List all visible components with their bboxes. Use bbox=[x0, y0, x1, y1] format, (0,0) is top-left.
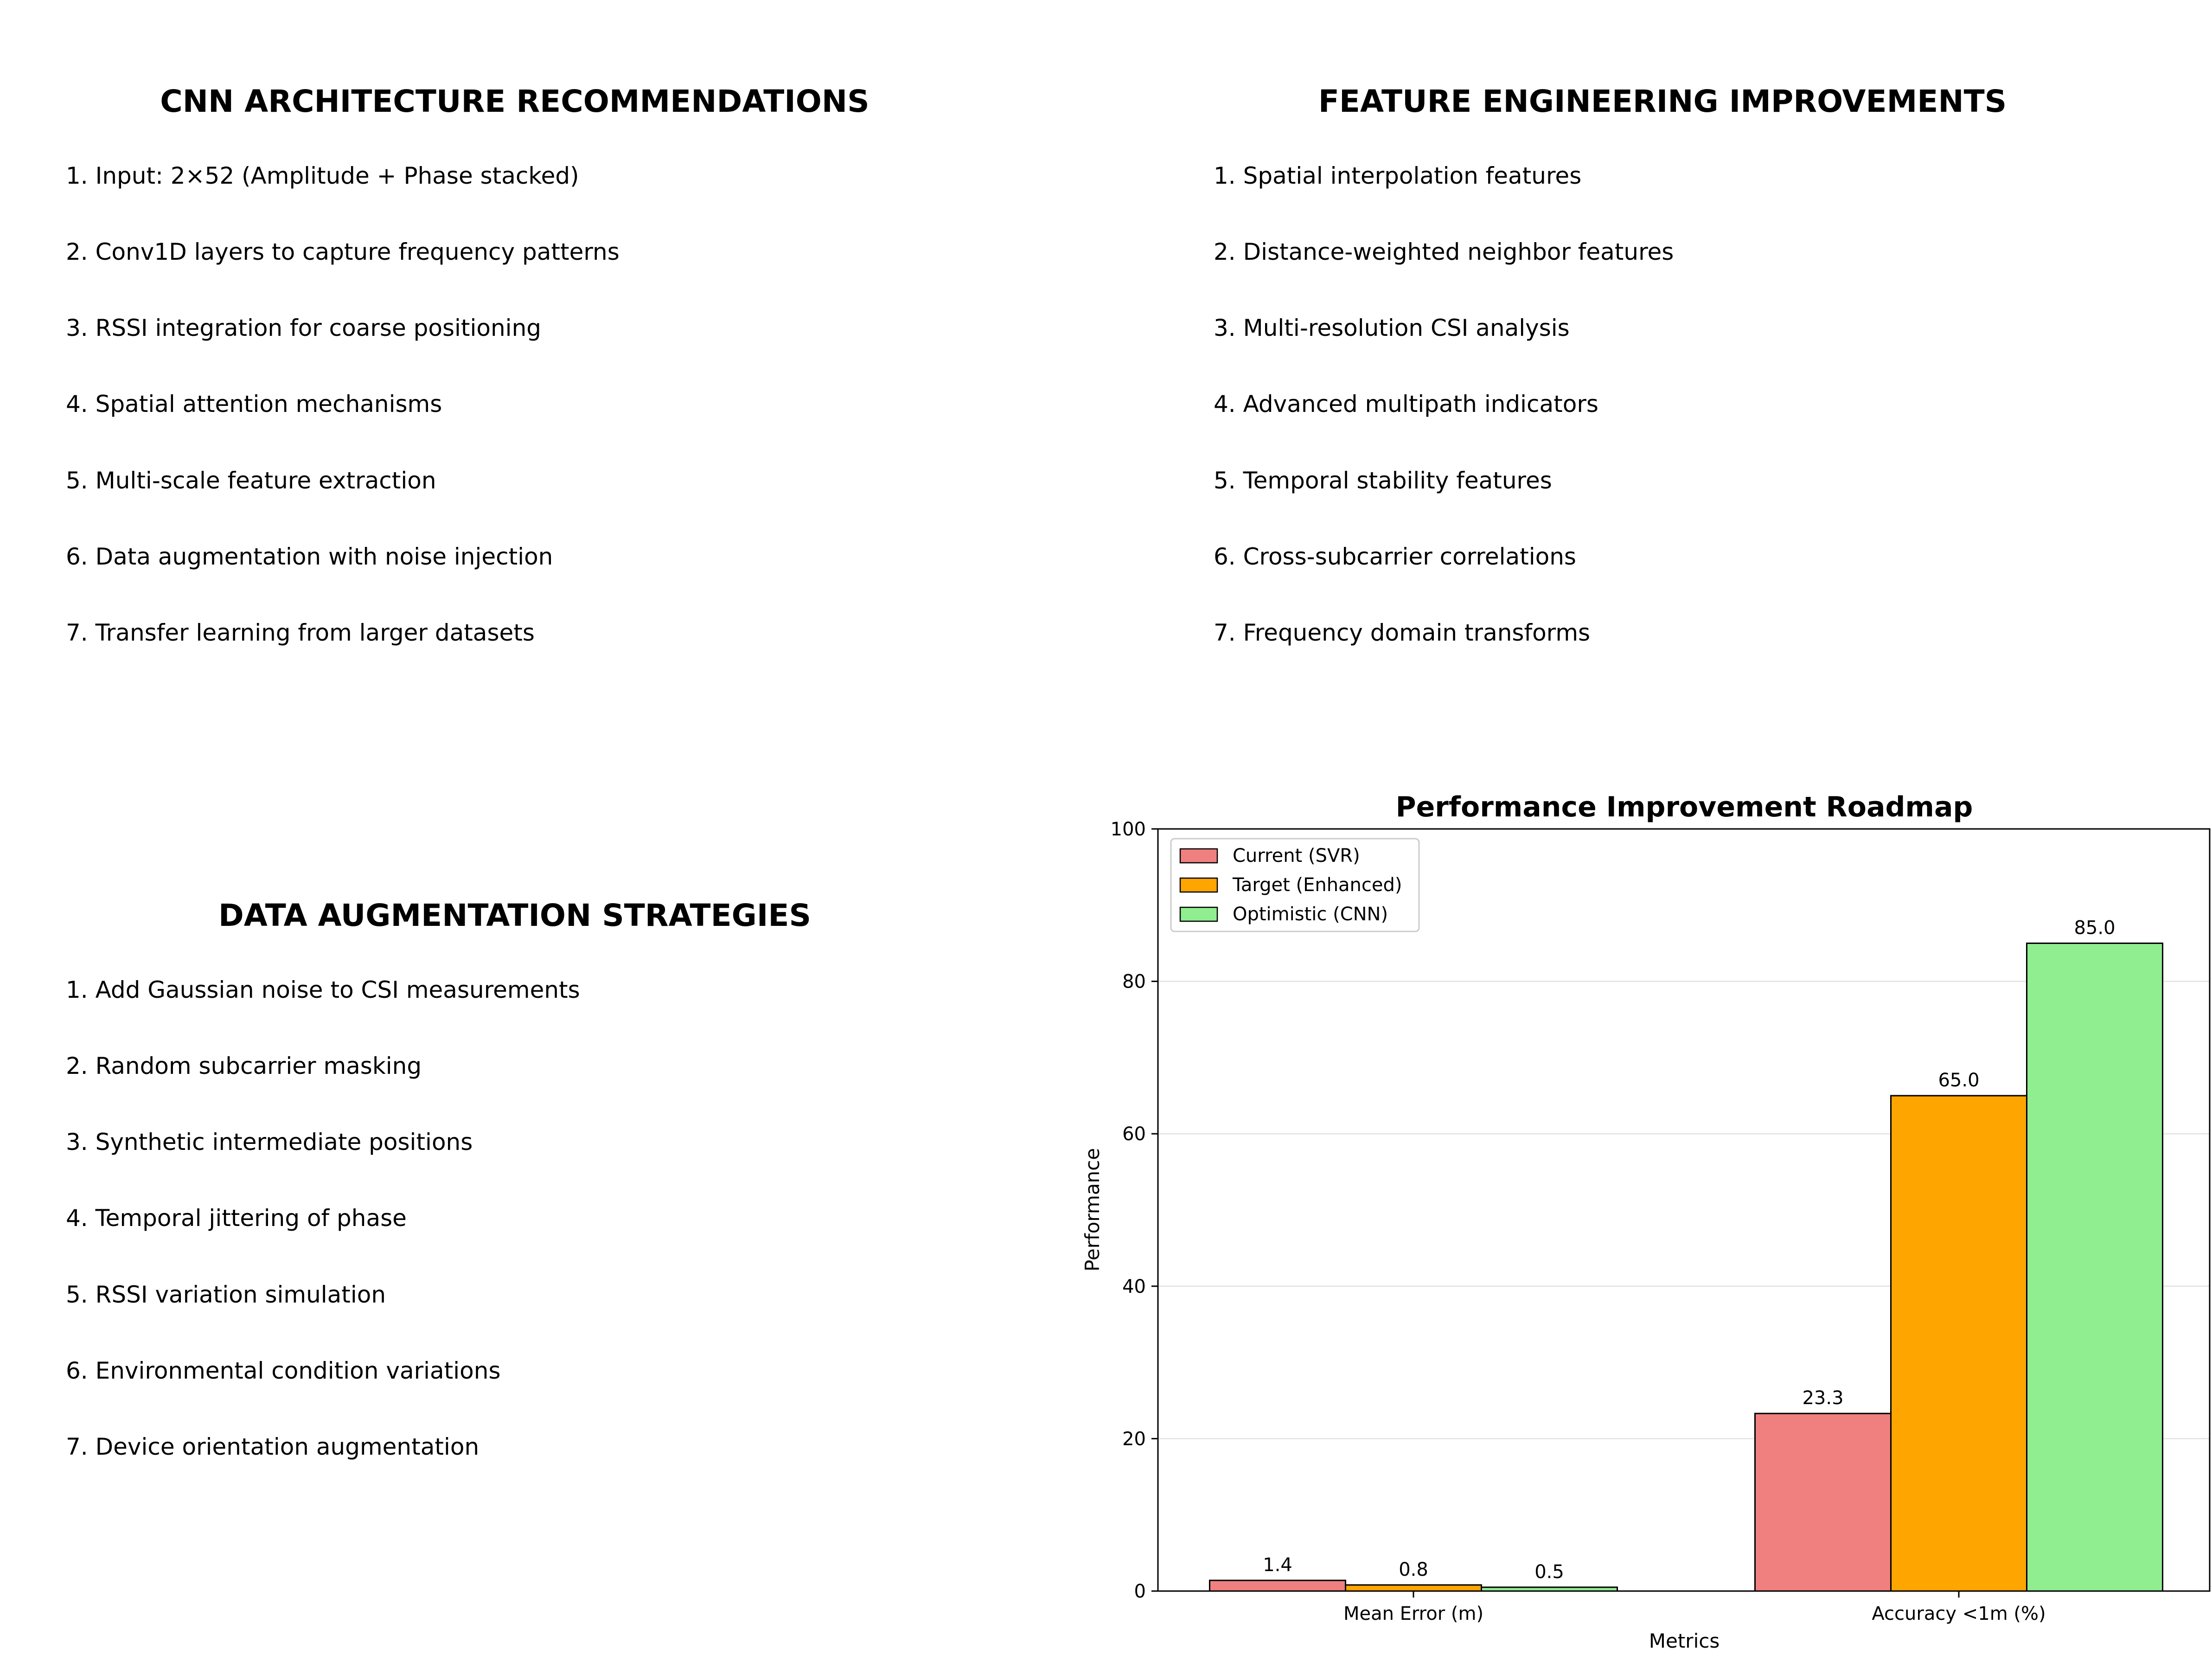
list-item: 2. Random subcarrier masking bbox=[66, 1053, 422, 1079]
y-tick-label: 20 bbox=[1122, 1428, 1146, 1450]
x-tick-label: Accuracy <1m (%) bbox=[1872, 1603, 2046, 1624]
list-item: 4. Temporal jittering of phase bbox=[66, 1205, 407, 1232]
list-item: 5. RSSI variation simulation bbox=[66, 1281, 386, 1308]
list-item: 6. Environmental condition variations bbox=[66, 1357, 501, 1384]
list-item: 7. Frequency domain transforms bbox=[1214, 619, 1591, 646]
panel-title: FEATURE ENGINEERING IMPROVEMENTS bbox=[1318, 83, 2007, 119]
bar-value-label: 65.0 bbox=[1938, 1070, 1979, 1091]
list-item: 3. RSSI integration for coarse positioni… bbox=[66, 315, 541, 341]
y-tick-label: 80 bbox=[1122, 971, 1146, 993]
legend-swatch-optimistic bbox=[1179, 906, 1218, 922]
bar bbox=[1209, 1579, 1346, 1592]
list-item: 3. Synthetic intermediate positions bbox=[66, 1129, 473, 1155]
bar-value-label: 1.4 bbox=[1263, 1554, 1292, 1576]
list-item: 2. Conv1D layers to capture frequency pa… bbox=[66, 238, 620, 265]
list-item: 1. Input: 2×52 (Amplitude + Phase stacke… bbox=[66, 162, 579, 189]
x-axis-ticks: Mean Error (m) Accuracy <1m (%) bbox=[1343, 1591, 2046, 1624]
y-tick-label: 0 bbox=[1134, 1581, 1146, 1602]
list-item: 6. Data augmentation with noise injectio… bbox=[66, 543, 553, 570]
bar-value-label: 0.8 bbox=[1399, 1559, 1428, 1580]
feature-engineering-panel: FEATURE ENGINEERING IMPROVEMENTS 1. Spat… bbox=[1148, 0, 2177, 789]
bar-value-labels: 1.4 0.8 0.5 23.3 65.0 85.0 bbox=[1263, 917, 2115, 1582]
panel-title: DATA AUGMENTATION STRATEGIES bbox=[218, 898, 812, 933]
legend: Current (SVR) Target (Enhanced) Optimist… bbox=[1170, 838, 1420, 932]
bar bbox=[1345, 1584, 1482, 1592]
bars-group bbox=[1209, 942, 2163, 1592]
data-augmentation-panel: DATA AUGMENTATION STRATEGIES 1. Add Gaus… bbox=[0, 814, 1029, 1603]
y-axis-ticks: 0 20 40 60 80 100 bbox=[1111, 819, 1158, 1602]
cnn-recommendations-panel: CNN ARCHITECTURE RECOMMENDATIONS 1. Inpu… bbox=[0, 0, 1029, 789]
list-item: 3. Multi-resolution CSI analysis bbox=[1214, 315, 1570, 341]
list-item: 7. Device orientation augmentation bbox=[66, 1433, 479, 1460]
y-tick-label: 100 bbox=[1111, 819, 1146, 840]
list-item: 4. Spatial attention mechanisms bbox=[66, 391, 442, 417]
bar-value-label: 85.0 bbox=[2074, 917, 2115, 938]
legend-label-current: Current (SVR) bbox=[1233, 845, 1360, 867]
legend-label-optimistic: Optimistic (CNN) bbox=[1233, 904, 1388, 925]
legend-swatch-current bbox=[1179, 848, 1218, 864]
bar-value-label: 0.5 bbox=[1534, 1561, 1564, 1583]
legend-box bbox=[1170, 838, 1420, 932]
list-item: 1. Add Gaussian noise to CSI measurement… bbox=[66, 976, 580, 1003]
bar bbox=[2026, 942, 2163, 1592]
plot-frame bbox=[1157, 828, 2211, 1592]
x-axis-label: Metrics bbox=[1649, 1630, 1720, 1652]
list-item: 7. Transfer learning from larger dataset… bbox=[66, 619, 535, 646]
panel-title: CNN ARCHITECTURE RECOMMENDATIONS bbox=[160, 83, 869, 119]
bar bbox=[1890, 1095, 2027, 1592]
y-tick-label: 60 bbox=[1122, 1123, 1146, 1145]
list-item: 5. Multi-scale feature extraction bbox=[66, 467, 436, 494]
x-tick-label: Mean Error (m) bbox=[1343, 1603, 1483, 1624]
list-item: 2. Distance-weighted neighbor features bbox=[1214, 238, 1674, 265]
list-item: 1. Spatial interpolation features bbox=[1214, 162, 1582, 189]
y-tick-label: 40 bbox=[1122, 1276, 1146, 1297]
y-axis-label: Performance bbox=[1081, 1148, 1104, 1271]
list-item: 4. Advanced multipath indicators bbox=[1214, 391, 1598, 417]
legend-swatch-target bbox=[1179, 877, 1218, 893]
chart-title: Performance Improvement Roadmap bbox=[1396, 791, 1973, 823]
bar bbox=[1754, 1412, 1892, 1592]
legend-label-target: Target (Enhanced) bbox=[1232, 874, 1402, 896]
list-item: 6. Cross-subcarrier correlations bbox=[1214, 543, 1576, 570]
bar-value-label: 23.3 bbox=[1802, 1387, 1843, 1409]
list-item: 5. Temporal stability features bbox=[1214, 467, 1552, 494]
